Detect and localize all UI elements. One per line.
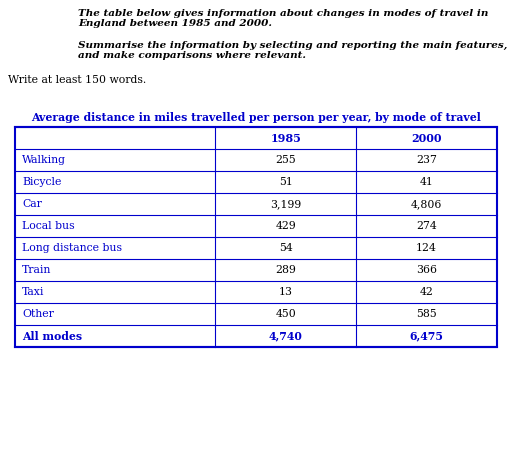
Text: 124: 124 <box>416 243 437 253</box>
Text: 237: 237 <box>416 155 437 165</box>
Text: All modes: All modes <box>22 330 82 341</box>
Text: 41: 41 <box>420 177 434 187</box>
Text: 6,475: 6,475 <box>410 330 443 341</box>
Text: 42: 42 <box>420 287 434 297</box>
Text: Write at least 150 words.: Write at least 150 words. <box>8 75 146 85</box>
Text: Local bus: Local bus <box>22 221 75 231</box>
Text: 13: 13 <box>279 287 293 297</box>
Text: 274: 274 <box>416 221 437 231</box>
Text: Bicycle: Bicycle <box>22 177 61 187</box>
Text: 1985: 1985 <box>270 133 301 143</box>
Text: Train: Train <box>22 265 51 275</box>
Bar <box>15 127 497 347</box>
Text: 289: 289 <box>275 265 296 275</box>
Text: Other: Other <box>22 309 54 319</box>
Text: 255: 255 <box>275 155 296 165</box>
Text: 54: 54 <box>279 243 292 253</box>
Text: 429: 429 <box>275 221 296 231</box>
Text: 2000: 2000 <box>411 133 442 143</box>
Text: 51: 51 <box>279 177 292 187</box>
Text: 4,740: 4,740 <box>269 330 303 341</box>
Text: 366: 366 <box>416 265 437 275</box>
Text: 450: 450 <box>275 309 296 319</box>
Text: 3,199: 3,199 <box>270 199 301 209</box>
Text: Car: Car <box>22 199 42 209</box>
Text: Taxi: Taxi <box>22 287 45 297</box>
Text: Summarise the information by selecting and reporting the main features,
and make: Summarise the information by selecting a… <box>78 41 507 60</box>
Text: Long distance bus: Long distance bus <box>22 243 122 253</box>
Text: The table below gives information about changes in modes of travel in
England be: The table below gives information about … <box>78 9 488 28</box>
Text: Walking: Walking <box>22 155 66 165</box>
Text: 585: 585 <box>416 309 437 319</box>
Text: Average distance in miles travelled per person per year, by mode of travel: Average distance in miles travelled per … <box>31 112 481 123</box>
Text: 4,806: 4,806 <box>411 199 442 209</box>
